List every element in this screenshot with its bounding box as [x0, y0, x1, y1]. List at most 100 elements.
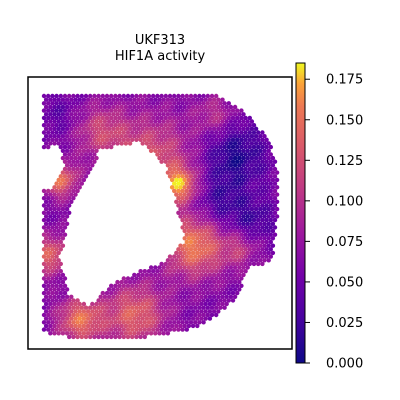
spot: [230, 225, 236, 230]
spot: [253, 236, 259, 241]
spot: [117, 327, 122, 332]
spot: [235, 174, 240, 179]
spot: [113, 137, 118, 142]
spot: [258, 192, 263, 197]
spot: [266, 155, 271, 161]
spot: [92, 159, 97, 164]
spot: [207, 265, 213, 270]
spot: [260, 188, 265, 194]
spot: [169, 119, 175, 124]
spot: [226, 203, 231, 208]
spot: [52, 301, 57, 307]
spot: [228, 134, 234, 139]
spot: [100, 108, 106, 113]
spot: [249, 243, 255, 248]
spot: [239, 108, 244, 113]
spot: [69, 148, 74, 153]
spot: [226, 276, 231, 281]
spot: [140, 272, 145, 278]
spot: [98, 119, 103, 124]
spot: [220, 163, 225, 168]
spot: [245, 155, 250, 161]
spot: [203, 112, 208, 117]
spot: [121, 108, 127, 113]
spot: [203, 301, 208, 307]
spot: [62, 159, 68, 164]
spot: [230, 290, 236, 296]
spot: [220, 265, 225, 270]
spot: [199, 148, 204, 153]
spot: [56, 206, 61, 212]
spot: [151, 283, 156, 288]
spot: [125, 101, 131, 106]
spot: [142, 283, 147, 288]
spot: [190, 272, 196, 278]
spot: [256, 174, 261, 179]
spot: [106, 301, 112, 307]
spot: [232, 126, 238, 131]
spot: [205, 166, 210, 172]
spot: [52, 243, 57, 248]
spot: [79, 115, 85, 121]
spot: [130, 290, 135, 296]
spot: [146, 305, 152, 310]
spot: [88, 312, 93, 318]
spot: [67, 181, 72, 186]
spot: [201, 152, 206, 157]
spot: [214, 130, 219, 135]
spot: [247, 232, 252, 237]
spot: [264, 144, 269, 150]
spot: [184, 108, 189, 113]
spot: [75, 115, 80, 121]
spot: [262, 163, 267, 168]
spot: [264, 239, 269, 245]
spot: [153, 148, 158, 153]
spot: [167, 312, 173, 318]
spot: [100, 305, 106, 310]
spot: [75, 327, 80, 332]
spot: [79, 312, 85, 318]
spot: [71, 327, 76, 332]
spot: [163, 320, 168, 325]
spot: [207, 236, 213, 241]
spot: [243, 123, 248, 128]
spot: [214, 159, 219, 164]
spot: [211, 272, 217, 278]
spot: [176, 247, 181, 252]
spot: [249, 214, 255, 219]
spot: [190, 134, 196, 139]
spot: [111, 323, 116, 329]
spot: [106, 134, 112, 139]
spot: [151, 137, 156, 142]
spot: [197, 196, 202, 201]
spot: [201, 254, 206, 259]
spot: [111, 126, 116, 131]
spot: [174, 309, 179, 314]
spot: [207, 126, 213, 131]
spot: [256, 239, 261, 245]
spot: [184, 101, 189, 106]
spot: [138, 305, 143, 310]
spot: [211, 170, 217, 175]
spot: [163, 290, 168, 296]
spot: [228, 272, 234, 278]
colorbar: [295, 62, 306, 364]
spot: [121, 312, 127, 318]
spot: [176, 327, 181, 332]
spot: [218, 166, 223, 172]
spot: [209, 312, 215, 318]
spot: [247, 239, 252, 245]
spot: [216, 119, 221, 124]
spot: [226, 196, 231, 201]
spot: [182, 294, 187, 299]
spot: [77, 323, 82, 329]
spot: [159, 101, 164, 106]
spot: [79, 108, 85, 113]
spot: [226, 239, 231, 245]
spot: [43, 112, 49, 117]
spot: [214, 247, 219, 252]
spot: [245, 206, 250, 212]
spot: [243, 269, 248, 274]
spot: [235, 108, 240, 113]
spot: [88, 137, 93, 142]
